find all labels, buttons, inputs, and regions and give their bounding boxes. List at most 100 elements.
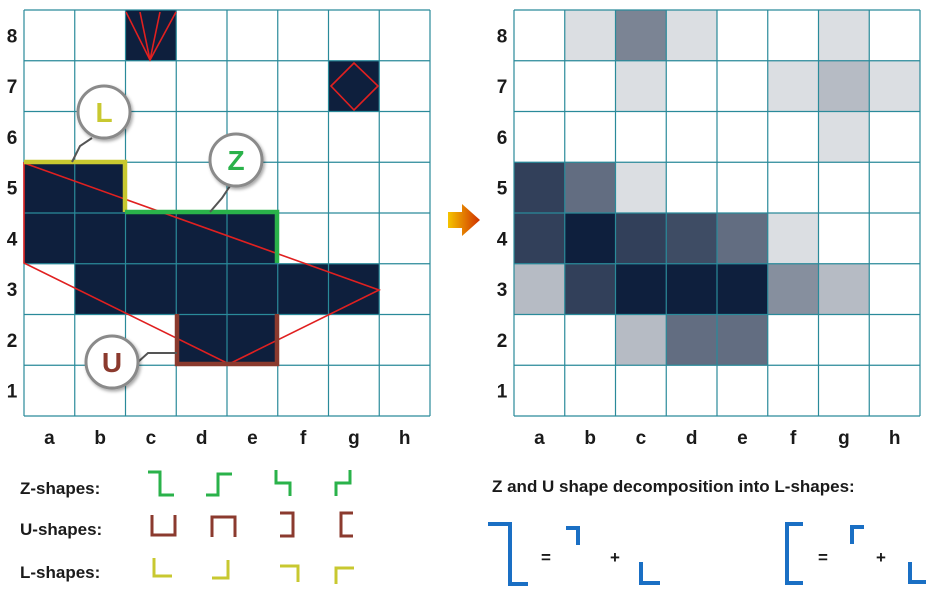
filled-cell <box>227 263 278 315</box>
row-label: 7 <box>7 77 18 98</box>
shaded-cell <box>514 213 565 264</box>
row-label: 4 <box>7 229 18 250</box>
row-label: 3 <box>497 280 508 301</box>
shaded-cell <box>564 213 616 264</box>
col-label: f <box>790 428 797 449</box>
right-grid-lines <box>513 9 921 417</box>
u-callout: U <box>84 334 177 390</box>
col-label: a <box>44 428 55 449</box>
filled-cell <box>176 263 227 315</box>
col-label: e <box>247 428 258 449</box>
filled-cell <box>24 162 75 213</box>
col-label: h <box>889 428 901 449</box>
shaded-cell <box>615 263 667 315</box>
u-equals-sign: = <box>818 548 828 567</box>
u-callout-label: U <box>102 347 122 378</box>
u-decomposition <box>785 522 926 585</box>
shaded-cell <box>818 10 870 61</box>
col-label: d <box>196 428 208 449</box>
col-label: a <box>534 428 545 449</box>
shaded-cell <box>564 263 616 315</box>
filled-cell <box>74 263 126 315</box>
l-shape-outline <box>24 159 128 212</box>
shaded-cell <box>818 60 870 112</box>
col-label: c <box>636 428 647 449</box>
decomposition-title: Z and U shape decomposition into L-shape… <box>492 477 855 496</box>
row-label: 7 <box>497 77 508 98</box>
shaded-cell <box>615 162 667 213</box>
filled-cell <box>176 213 227 264</box>
right-grid: 8 7 6 5 4 3 2 1 a b c d e f g h <box>497 9 921 449</box>
shaded-cell <box>666 314 717 366</box>
col-label: b <box>584 428 596 449</box>
filled-cell <box>74 213 126 264</box>
col-label: d <box>686 428 698 449</box>
filled-cell <box>125 213 177 264</box>
shaded-cell <box>869 60 920 112</box>
filled-cell <box>24 213 75 264</box>
l-shapes-label: L-shapes: <box>20 563 100 582</box>
z-decomposition <box>488 522 660 586</box>
col-label: c <box>146 428 157 449</box>
filled-cell <box>328 60 380 112</box>
row-label: 6 <box>7 128 18 149</box>
left-col-labels: a b c d e f g h <box>44 428 410 449</box>
shaded-cell <box>767 213 819 264</box>
right-col-labels: a b c d e f g h <box>534 428 900 449</box>
row-label: 2 <box>7 331 18 352</box>
row-label: 1 <box>497 382 508 403</box>
z-shape-outline <box>125 209 280 263</box>
z-callout-label: Z <box>227 145 244 176</box>
row-label: 2 <box>497 331 508 352</box>
shaded-cell <box>717 263 768 315</box>
shaded-cell <box>514 162 565 213</box>
shaded-cell <box>818 111 870 163</box>
shaded-cell <box>666 263 717 315</box>
shaded-cell <box>666 213 717 264</box>
shaded-cell <box>767 263 819 315</box>
filled-cell <box>328 263 380 315</box>
decomposition-panel: Z and U shape decomposition into L-shape… <box>488 477 926 586</box>
shaded-cell <box>514 263 565 315</box>
left-filled-cells <box>24 10 380 366</box>
filled-cell <box>176 314 227 366</box>
l-callout: L <box>71 84 132 163</box>
z-shapes-label: Z-shapes: <box>20 479 100 498</box>
col-label: b <box>94 428 106 449</box>
row-label: 6 <box>497 128 508 149</box>
u-shape-outline <box>174 314 280 367</box>
z-equals-sign: = <box>541 548 551 567</box>
z-plus-sign: + <box>610 548 620 567</box>
col-label: g <box>838 428 850 449</box>
col-label: g <box>348 428 360 449</box>
row-label: 8 <box>497 26 508 47</box>
arrow-icon <box>448 204 480 236</box>
row-label: 5 <box>7 179 18 200</box>
z-shape-glyphs <box>148 470 352 497</box>
right-shaded-cells <box>514 10 920 366</box>
row-label: 1 <box>7 382 18 403</box>
l-callout-label: L <box>95 97 112 128</box>
shaded-cell <box>615 314 667 366</box>
col-label: e <box>737 428 748 449</box>
shaded-cell <box>717 314 768 366</box>
l-shape-glyphs <box>152 558 354 584</box>
filled-cell <box>227 314 278 366</box>
u-shapes-label: U-shapes: <box>20 520 102 539</box>
shaded-cell <box>767 60 819 112</box>
col-label: f <box>300 428 307 449</box>
shaded-cell <box>666 10 717 61</box>
shape-legend: Z-shapes: U-shapes: L-shapes: <box>20 470 354 584</box>
left-grid: 8 7 6 5 4 3 2 1 a b c d e f g h L Z <box>7 9 431 449</box>
row-label: 3 <box>7 280 18 301</box>
left-row-labels: 8 7 6 5 4 3 2 1 <box>7 26 18 402</box>
shaded-cell <box>564 10 616 61</box>
u-shape-glyphs <box>150 511 353 538</box>
filled-cell <box>277 263 329 315</box>
row-label: 8 <box>7 26 18 47</box>
shaded-cell <box>615 10 667 61</box>
filled-cell <box>74 162 126 213</box>
shaded-cell <box>818 263 870 315</box>
shaded-cell <box>717 213 768 264</box>
